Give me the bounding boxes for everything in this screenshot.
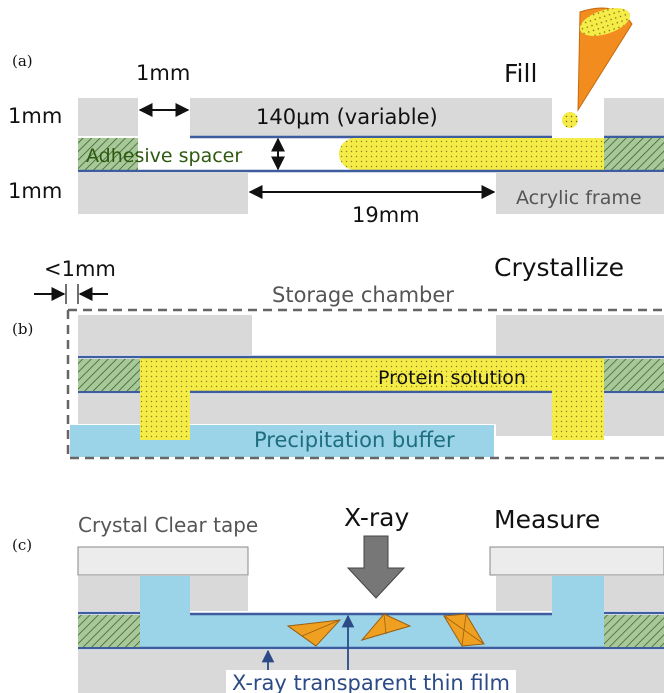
storage-chamber-outline (66, 308, 664, 460)
top-plate-middle (190, 98, 552, 136)
precipitation-buffer-label: Precipitation buffer (254, 428, 455, 452)
crystal-clear-tape-right (489, 546, 664, 576)
protein-solution-label: Protein solution (378, 367, 526, 389)
pipette-cone-icon (562, 7, 633, 128)
protein-solution (140, 358, 604, 440)
xray-label: X-ray (344, 503, 410, 532)
xray-arrow-icon (346, 535, 406, 599)
dim-channel-label: 140μm (variable) (256, 105, 438, 129)
storage-chamber-label: Storage chamber (272, 283, 454, 307)
bottom-plate-right (496, 172, 664, 214)
crystal-icon (360, 613, 412, 641)
panel-a: (a) Fill 1mm 1mm 1mm 140μm (variabl (8, 7, 664, 227)
dim-clearance-label: <1mm (44, 257, 116, 281)
dim-gap-label: 1mm (136, 61, 190, 85)
bottom-plate-left (78, 172, 248, 214)
adhesive-spacer-label: Adhesive spacer (86, 145, 242, 167)
adhesive-spacer-right (604, 138, 664, 170)
adhesive-spacer-left (78, 138, 138, 170)
panel-letter-b: (b) (12, 320, 33, 338)
step-title-measure: Measure (494, 505, 600, 534)
step-title-crystallize: Crystallize (494, 253, 624, 282)
panel-c: (c) Measure Crystal Clear tape X-ray (12, 503, 664, 693)
crystal-icon (443, 613, 485, 647)
acrylic-frame-label: Acrylic frame (516, 187, 642, 209)
dim-bottom-plate-label: 1mm (8, 179, 62, 203)
crystal-clear-tape-label: Crystal Clear tape (78, 513, 258, 537)
protein-fill-front (339, 138, 604, 170)
top-plate-right (604, 98, 664, 136)
top-plate-left (78, 98, 138, 136)
panel-letter-a: (a) (12, 52, 33, 70)
dim-length-label: 19mm (352, 203, 420, 227)
crystal-icon (286, 619, 342, 647)
step-title-fill: Fill (504, 59, 537, 88)
panel-b: Crystallize <1mm (b) Storage chamber Pro… (12, 253, 664, 460)
panel-letter-c: (c) (12, 536, 32, 554)
xray-film-label: X-ray transparent thin film (232, 671, 510, 693)
precipitation-buffer-channel (140, 576, 604, 647)
crystal-clear-tape-left (77, 546, 249, 576)
dim-top-plate-label: 1mm (8, 104, 62, 128)
